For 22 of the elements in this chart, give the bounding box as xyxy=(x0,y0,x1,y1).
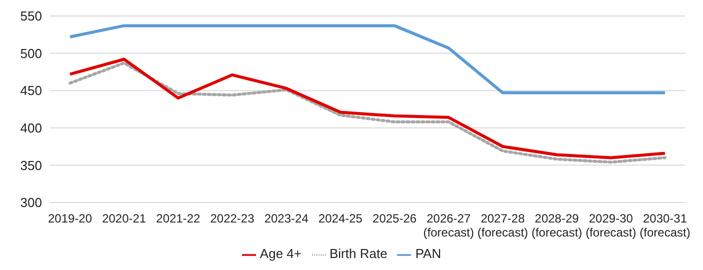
x-tick-label: 2020-21 xyxy=(102,211,146,226)
x-tick-label: 2023-24 xyxy=(264,211,309,226)
x-tick-label: 2021-22 xyxy=(156,211,201,226)
x-tick-label: 2024-25 xyxy=(318,211,363,226)
y-tick-label: 400 xyxy=(20,120,42,136)
y-tick-label: 550 xyxy=(20,8,42,24)
line-series xyxy=(68,24,666,94)
y-tick-label: 300 xyxy=(20,195,42,210)
x-tick-label: 2027-28 (forecast) xyxy=(477,211,528,240)
x-tick-label: 2019-20 xyxy=(48,211,92,226)
legend-label: Age 4+ xyxy=(260,246,302,262)
y-tick-label: 350 xyxy=(20,158,42,173)
x-tick-label: 2028-29 (forecast) xyxy=(531,211,582,240)
y-tick-label: 500 xyxy=(20,46,42,61)
x-tick-label: 2026-27 (forecast) xyxy=(423,211,474,240)
y-tick-label: 450 xyxy=(20,83,42,98)
x-tick-label: 2029-30 (forecast) xyxy=(586,211,636,240)
x-tick-label: 2030-31 (forecast) xyxy=(640,211,690,240)
x-tick-label: 2022-23 xyxy=(210,211,255,226)
legend-label: PAN xyxy=(415,246,442,262)
x-tick-label: 2025-26 xyxy=(372,211,417,226)
legend-label: Birth Rate xyxy=(330,246,388,262)
